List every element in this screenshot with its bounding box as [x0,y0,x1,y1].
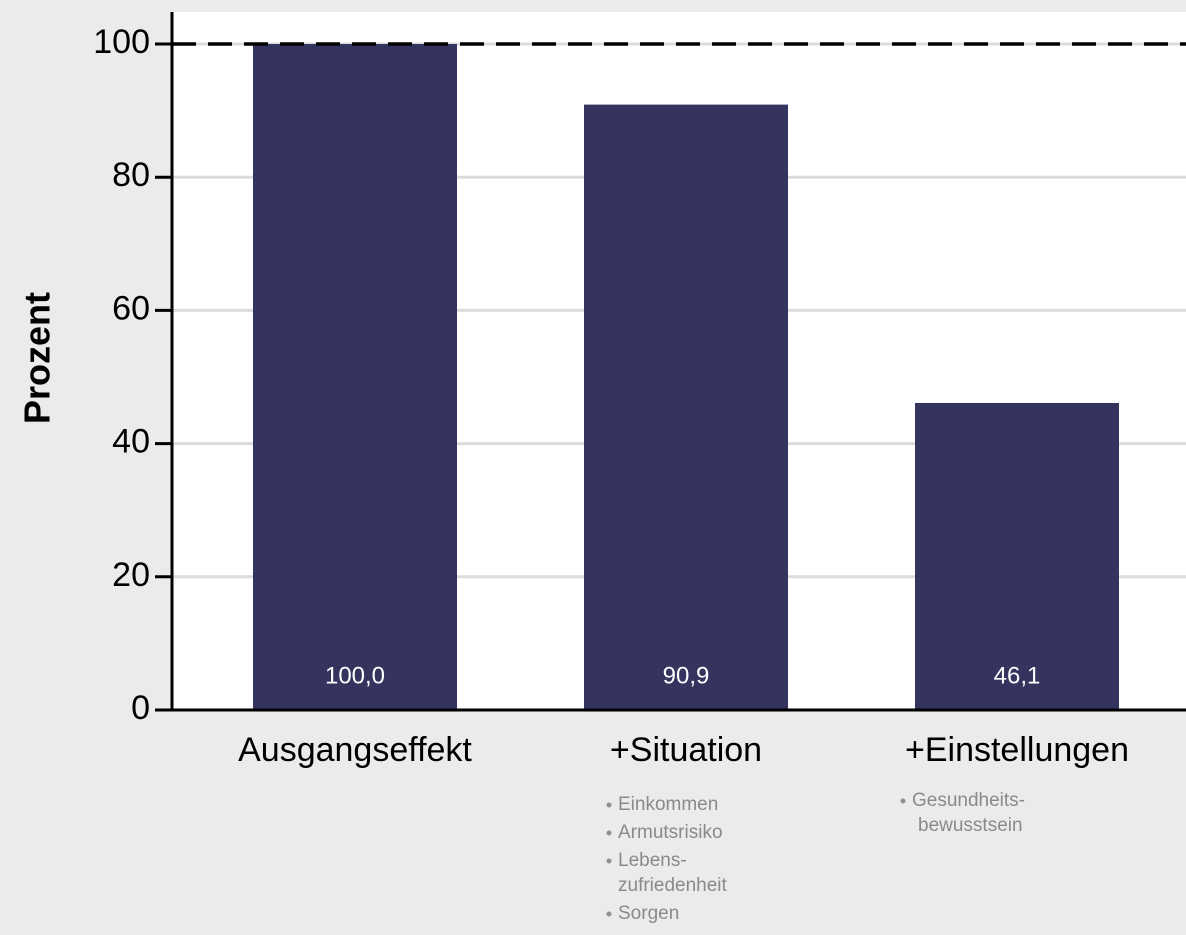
annotation-text: bewusstsein [918,815,1023,836]
bullet [606,830,612,836]
annotation-text: Einkommen [618,794,718,815]
x-tick-label: +Einstellungen [905,731,1129,769]
y-tick-label: 100 [93,23,150,61]
x-tick-label: +Situation [610,731,762,769]
value-label: 90,9 [663,662,710,689]
bar [584,104,788,710]
x-tick-label: Ausgangseffekt [238,731,472,769]
y-axis-label: Prozent [17,292,58,424]
annotation-text: Lebens- [618,850,687,871]
value-label: 100,0 [325,662,385,689]
annotation-text: zufriedenheit [618,875,728,896]
y-tick-label: 40 [112,423,150,461]
bullet [606,802,612,808]
y-tick-label: 60 [112,289,150,327]
y-tick-label: 20 [112,556,150,594]
annotation-text: Armutsrisiko [618,822,723,843]
annotation-text: Gesundheits- [912,790,1025,811]
bullet [606,858,612,864]
y-tick-label: 0 [131,689,150,727]
bullet [606,911,612,917]
y-tick-label: 80 [112,156,150,194]
annotation-text: Sorgen [618,903,679,924]
bullet [900,798,906,804]
value-label: 46,1 [994,662,1041,689]
bar [253,44,457,710]
bar [915,402,1119,710]
